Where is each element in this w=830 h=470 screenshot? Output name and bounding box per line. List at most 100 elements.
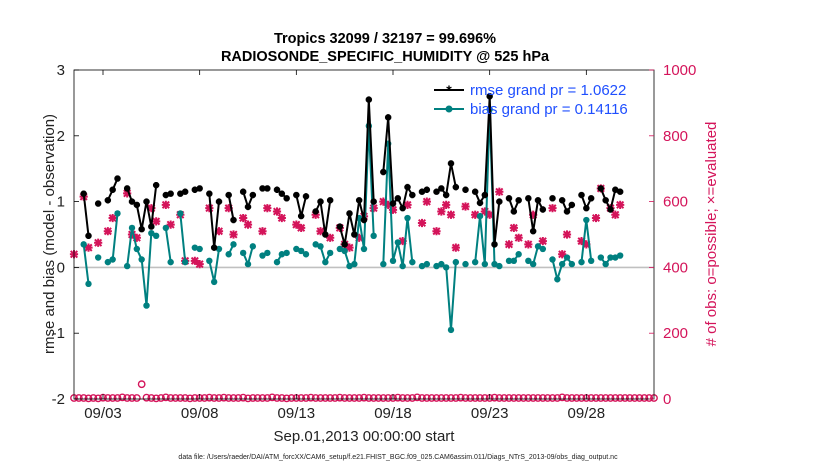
possible-obs-marker [152, 394, 161, 403]
rmse-point [94, 200, 102, 207]
rmse-point [389, 200, 397, 207]
possible-obs-marker [466, 394, 475, 402]
rmse-point [534, 197, 542, 204]
rmse-point [481, 191, 489, 199]
bias-point [389, 257, 397, 265]
bias-point [491, 260, 498, 268]
rmse-point [462, 186, 469, 193]
possible-obs-marker [176, 394, 185, 402]
x-tick-label: 09/03 [84, 405, 122, 422]
data-file-footnote: data file: /Users/raeder/DAI/ATM_forcXX/… [178, 454, 618, 461]
y-right-tick-label: 800 [663, 128, 688, 145]
rmse-point [351, 231, 358, 238]
bias-point [273, 258, 281, 266]
bias-point [510, 257, 518, 265]
evaluated-obs-marker [514, 233, 523, 242]
possible-obs-marker [621, 394, 629, 402]
possible-obs-marker [606, 394, 615, 402]
rmse-point [109, 186, 116, 193]
evaluated-obs-marker [326, 233, 335, 242]
bias-point [515, 251, 522, 258]
rmse-point [587, 195, 595, 202]
bias-point [177, 210, 184, 217]
bias-point [462, 260, 469, 268]
rmse-point [138, 226, 145, 233]
possible-obs-marker [253, 394, 262, 402]
possible-obs-marker [442, 394, 451, 402]
possible-obs-marker [601, 394, 610, 402]
rmse-point [293, 191, 300, 199]
evaluated-obs-marker [471, 210, 480, 219]
evaluated-obs-marker [166, 220, 175, 229]
bias-point [210, 278, 218, 286]
rmse-point [529, 228, 537, 235]
rmse-point [210, 244, 218, 251]
evaluated-obs-marker [161, 200, 170, 209]
rmse-point [148, 223, 155, 230]
rmse-point [563, 208, 571, 215]
rmse-point [442, 191, 450, 199]
possible-obs-marker [287, 394, 296, 402]
bias-point [152, 232, 160, 240]
evaluated-obs-marker [480, 207, 489, 216]
bias-point [162, 224, 170, 232]
bias-point [525, 257, 532, 265]
evaluated-obs-marker [311, 210, 320, 219]
possible-obs-marker [374, 394, 383, 402]
evaluated-obs-marker [195, 260, 204, 269]
rmse-point [539, 206, 547, 213]
rmse-point [264, 185, 271, 192]
rmse-point [476, 199, 484, 207]
rmse-point [80, 190, 87, 197]
possible-obs-marker [451, 394, 460, 402]
bias-point [370, 232, 377, 240]
rmse-point [360, 216, 368, 224]
rmse-point [191, 186, 199, 193]
bias-point [148, 229, 155, 237]
rmse-point [177, 190, 184, 197]
possible-obs-marker [360, 393, 368, 402]
evaluated-obs-marker [442, 200, 451, 209]
y-right-tick-label: 0 [663, 391, 671, 408]
bias-point [264, 249, 271, 257]
bias-point [85, 280, 92, 288]
bias-point [534, 243, 542, 250]
evaluated-obs-marker [582, 240, 591, 249]
evaluated-obs-marker [277, 213, 286, 223]
bias-point [278, 251, 286, 258]
possible-obs-marker [258, 394, 267, 402]
possible-obs-marker [239, 393, 248, 402]
rmse-point [452, 183, 460, 191]
evaluated-obs-marker [103, 227, 112, 236]
bias-point [597, 254, 605, 261]
possible-obs-marker [625, 394, 634, 402]
possible-obs-marker [181, 394, 190, 402]
bias-point [433, 262, 440, 270]
possible-obs-marker [321, 394, 330, 402]
possible-obs-marker [519, 394, 528, 402]
evaluated-obs-marker [205, 204, 214, 213]
evaluated-obs-marker [239, 213, 248, 223]
legend: * rmse grand pr = 1.0622 bias grand pr =… [434, 82, 628, 118]
bias-point [380, 260, 387, 268]
y-axis-left-label: rmse and bias (model - observation) [41, 114, 58, 354]
bias-point [341, 247, 348, 255]
bias-point [114, 210, 121, 217]
possible-obs-marker [534, 394, 542, 402]
possible-obs-marker [553, 394, 562, 402]
rmse-point [612, 186, 619, 193]
possible-obs-marker [326, 394, 335, 402]
possible-obs-marker [273, 394, 281, 402]
evaluated-obs-marker [562, 230, 572, 239]
rmse-point [558, 197, 566, 204]
possible-obs-marker [84, 394, 93, 403]
y-left-tick-label: 1 [57, 194, 65, 211]
possible-obs-marker [128, 394, 136, 402]
evaluated-obs-marker [577, 236, 586, 246]
bias-point [326, 249, 334, 257]
possible-obs-marker [427, 394, 436, 402]
bias-point [239, 249, 247, 257]
rmse-point [515, 197, 522, 204]
evaluated-obs-marker [529, 210, 538, 219]
evaluated-obs-marker [417, 218, 427, 228]
